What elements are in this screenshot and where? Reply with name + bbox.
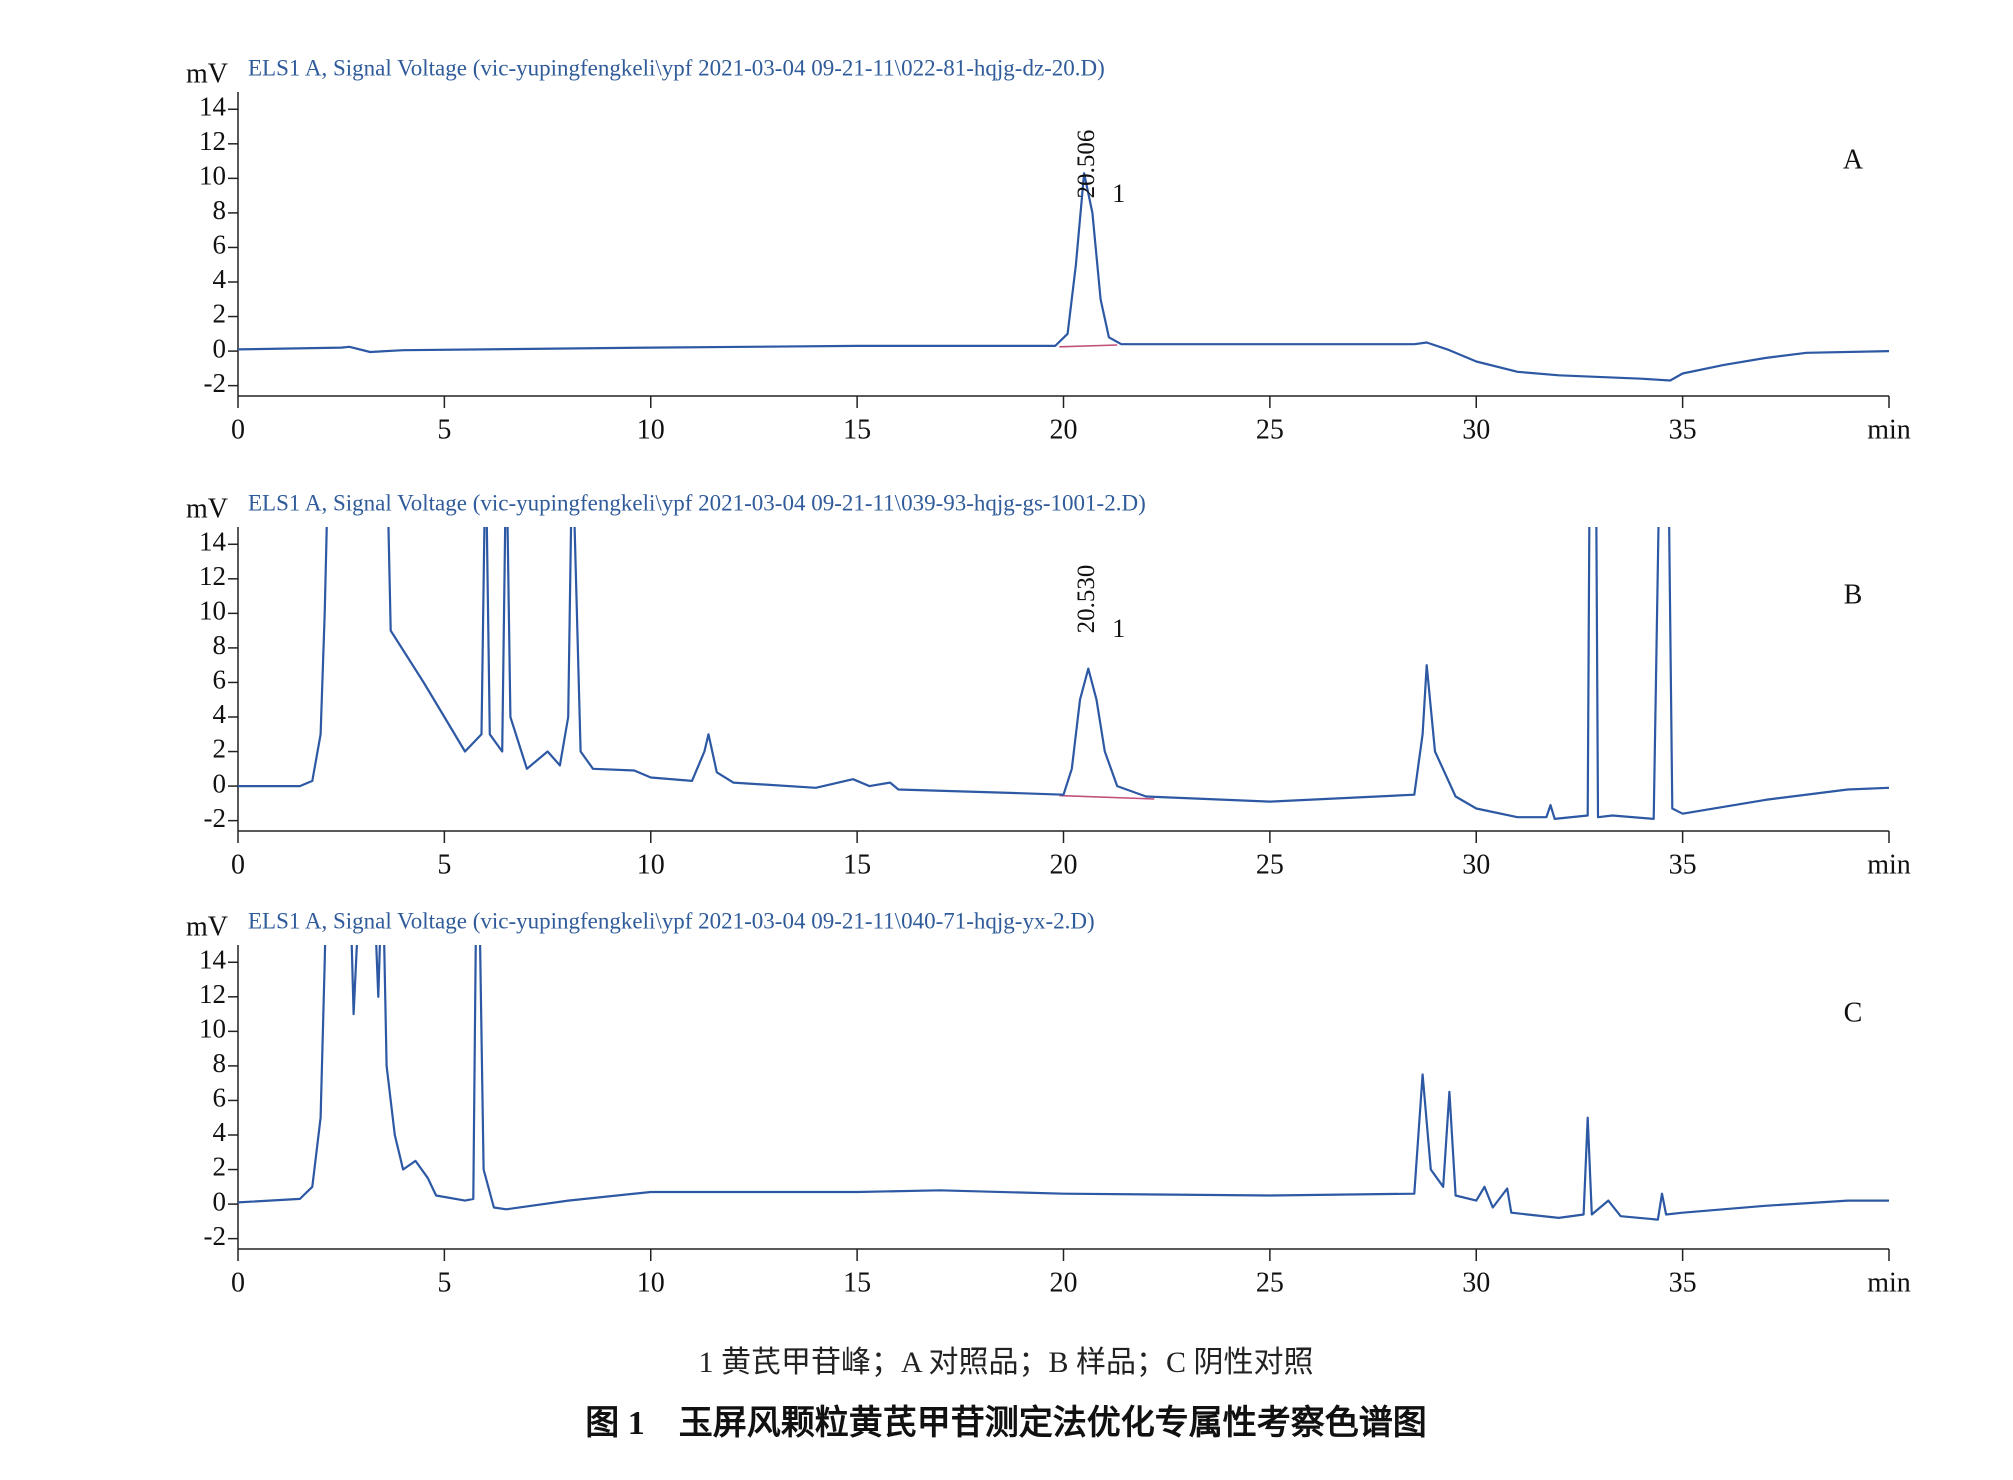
x-tick-label: 20 (1050, 414, 1078, 445)
x-tick-label: 5 (437, 1267, 451, 1298)
x-tick-label: 30 (1462, 1267, 1490, 1298)
x-axis-label: min (1867, 1267, 1911, 1298)
y-axis-label: mV (186, 493, 228, 524)
y-tick-label: 2 (213, 1152, 227, 1182)
y-axis-label: mV (186, 911, 228, 942)
signal-line (238, 172, 1889, 382)
chart-panel: ELS1 A, Signal Voltage (vic-yupingfengke… (186, 55, 1911, 445)
x-tick-label: 35 (1669, 414, 1697, 445)
y-tick-label: 6 (213, 230, 227, 260)
x-tick-label: 10 (637, 414, 665, 445)
x-tick-label: 30 (1462, 849, 1490, 880)
peak-retention-time: 20.530 (1073, 565, 1100, 634)
chart-panel: ELS1 A, Signal Voltage (vic-yupingfengke… (186, 490, 1911, 880)
x-tick-label: 25 (1256, 1267, 1284, 1298)
chart-title: ELS1 A, Signal Voltage (vic-yupingfengke… (248, 55, 1105, 80)
y-tick-label: 10 (199, 1014, 226, 1044)
y-tick-label: 2 (213, 299, 227, 329)
y-tick-label: 4 (213, 1117, 227, 1147)
y-tick-label: 12 (199, 561, 226, 591)
x-tick-label: 0 (231, 1267, 245, 1298)
y-tick-label: -2 (204, 368, 227, 398)
chart-title: ELS1 A, Signal Voltage (vic-yupingfengke… (248, 490, 1146, 515)
chart-title: ELS1 A, Signal Voltage (vic-yupingfengke… (248, 908, 1095, 933)
x-tick-label: 25 (1256, 849, 1284, 880)
x-tick-label: 30 (1462, 414, 1490, 445)
x-tick-label: 15 (843, 414, 871, 445)
panel-label: C (1844, 997, 1863, 1028)
plot (238, 172, 1889, 382)
x-tick-label: 35 (1669, 849, 1697, 880)
y-tick-label: 10 (199, 596, 226, 626)
x-tick-label: 5 (437, 414, 451, 445)
y-tick-label: 0 (213, 333, 227, 363)
y-tick-label: 0 (213, 1186, 227, 1216)
peak-label: 1 (1112, 179, 1125, 208)
y-tick-label: 8 (213, 195, 227, 225)
y-tick-label: 12 (199, 126, 226, 156)
panel-label: B (1844, 579, 1863, 610)
signal-line (238, 945, 1889, 1221)
x-tick-label: 35 (1669, 1267, 1697, 1298)
x-axis-label: min (1867, 849, 1911, 880)
peak-baseline (1059, 344, 1118, 348)
y-tick-label: 4 (213, 699, 227, 729)
x-tick-label: 5 (437, 849, 451, 880)
y-tick-label: 12 (199, 979, 226, 1009)
caption: 1 黄芪甲苷峰；A 对照品；B 样品；C 阴性对照 (698, 1346, 1313, 1379)
x-tick-label: 15 (843, 1267, 871, 1298)
x-tick-label: 0 (231, 414, 245, 445)
peak-label: 1 (1112, 614, 1125, 643)
x-tick-label: 10 (637, 1267, 665, 1298)
chart-panel: ELS1 A, Signal Voltage (vic-yupingfengke… (186, 908, 1911, 1298)
signal-line (238, 527, 1889, 820)
y-axis-label: mV (186, 58, 228, 89)
x-tick-label: 25 (1256, 414, 1284, 445)
x-tick-label: 0 (231, 849, 245, 880)
plot (238, 945, 1889, 1221)
y-tick-label: -2 (204, 1221, 227, 1251)
x-tick-label: 20 (1050, 849, 1078, 880)
panel-label: A (1843, 144, 1864, 175)
x-tick-label: 15 (843, 849, 871, 880)
figure-title: 图 1 玉屏风颗粒黄芪甲苷测定法优化专属性考察色谱图 (585, 1404, 1427, 1442)
y-tick-label: 0 (213, 768, 227, 798)
y-tick-label: 10 (199, 161, 226, 191)
y-tick-label: 14 (199, 944, 227, 974)
plot (238, 527, 1889, 820)
x-tick-label: 10 (637, 849, 665, 880)
y-tick-label: 14 (199, 91, 227, 121)
y-tick-label: 6 (213, 665, 227, 695)
y-tick-label: 8 (213, 630, 227, 660)
y-tick-label: 4 (213, 264, 227, 294)
peak-retention-time: 20.506 (1073, 130, 1100, 199)
y-tick-label: 8 (213, 1048, 227, 1078)
x-axis-label: min (1867, 414, 1911, 445)
y-tick-label: 6 (213, 1083, 227, 1113)
peak-baseline (1059, 794, 1155, 800)
y-tick-label: 2 (213, 734, 227, 764)
y-tick-label: -2 (204, 803, 227, 833)
y-tick-label: 14 (199, 526, 227, 556)
x-tick-label: 20 (1050, 1267, 1078, 1298)
